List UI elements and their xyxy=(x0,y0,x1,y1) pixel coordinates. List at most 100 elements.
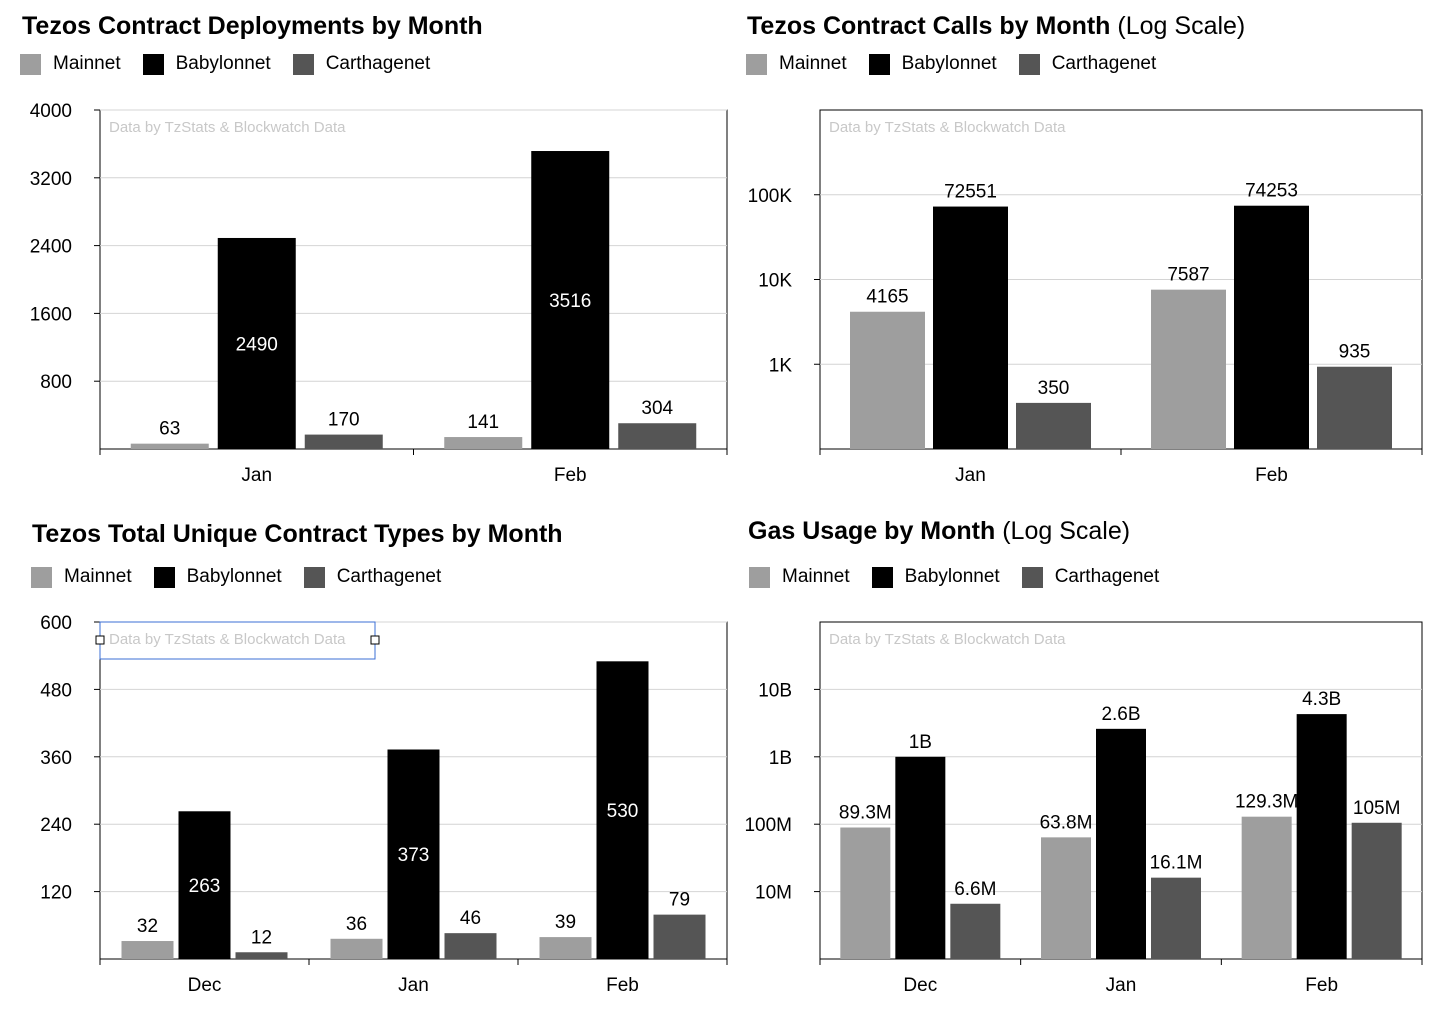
legend-label: Mainnet xyxy=(782,566,850,587)
watermark-text: Data by TzStats & Blockwatch Data xyxy=(109,631,346,648)
chart-subtitle: (Log Scale) xyxy=(1117,12,1246,40)
data-label: 79 xyxy=(669,890,690,911)
bar-carthagenet xyxy=(235,952,288,959)
bar-babylonnet xyxy=(217,237,296,449)
legend-label: Babylonnet xyxy=(904,566,1000,587)
y-tick-label: 2400 xyxy=(30,237,72,258)
chart-legend: Mainnet Babylonnet Carthagenet xyxy=(31,566,441,588)
legend-label: Mainnet xyxy=(53,53,121,74)
watermark-text: Data by TzStats & Blockwatch Data xyxy=(829,631,1066,648)
bar-mainnet xyxy=(121,941,174,959)
legend-item-mainnet: Mainnet xyxy=(31,566,132,588)
data-label: 129.3M xyxy=(1235,792,1298,813)
x-tick-label: Feb xyxy=(554,465,587,486)
y-tick-label: 4000 xyxy=(30,101,72,122)
legend-swatch xyxy=(292,53,314,75)
bar-mainnet xyxy=(1241,816,1292,959)
x-tick-label: Dec xyxy=(188,975,222,996)
bar-babylonnet xyxy=(596,661,649,959)
bar-carthagenet xyxy=(444,933,497,959)
y-tick-label: 240 xyxy=(40,815,72,836)
data-label: 1B xyxy=(909,732,932,753)
bar-babylonnet xyxy=(1096,728,1146,959)
legend-swatch xyxy=(142,53,164,75)
legend-item-carthagenet: Carthagenet xyxy=(1021,566,1160,588)
bar-carthagenet xyxy=(1016,402,1091,449)
x-tick-label: Dec xyxy=(903,975,937,996)
data-label: 530 xyxy=(607,801,639,822)
legend-item-carthagenet: Carthagenet xyxy=(1018,53,1157,75)
legend-swatch xyxy=(31,566,52,588)
legend-swatch xyxy=(1021,566,1043,588)
chart-panel-deployments: Tezos Contract Deployments by Month Main… xyxy=(0,0,728,507)
y-tick-label: 10B xyxy=(758,680,792,701)
x-tick-label: Feb xyxy=(1255,465,1288,486)
chart-title: Tezos Contract Deployments by Month xyxy=(22,12,483,41)
chart-panel-calls: Tezos Contract Calls by Month (Log Scale… xyxy=(728,0,1456,507)
bar-babylonnet xyxy=(1234,205,1309,449)
bar-carthagenet xyxy=(1351,822,1402,959)
y-tick-label: 100K xyxy=(748,186,793,207)
legend-swatch xyxy=(746,53,767,75)
data-label: 4165 xyxy=(866,287,908,308)
legend-swatch xyxy=(303,566,325,588)
bar-babylonnet xyxy=(531,151,610,450)
data-label: 141 xyxy=(467,412,499,433)
legend-label: Carthagenet xyxy=(336,566,442,587)
legend-label: Mainnet xyxy=(779,53,847,74)
data-label: 105M xyxy=(1353,798,1401,819)
data-label: 304 xyxy=(641,398,673,419)
data-label: 263 xyxy=(189,876,221,897)
data-label: 4.3B xyxy=(1302,689,1341,710)
x-tick-label: Jan xyxy=(955,465,986,486)
chart-title-main: Tezos Contract Calls by Month xyxy=(747,12,1111,40)
data-label: 170 xyxy=(328,410,360,431)
bar-mainnet xyxy=(840,827,891,959)
bar-carthagenet xyxy=(1151,877,1201,959)
legend-item-mainnet: Mainnet xyxy=(20,53,121,75)
legend-item-babylonnet: Babylonnet xyxy=(868,53,997,75)
legend-item-mainnet: Mainnet xyxy=(749,566,850,588)
y-tick-label: 120 xyxy=(40,883,72,904)
data-label: 32 xyxy=(137,916,158,937)
data-label: 74253 xyxy=(1245,181,1298,202)
y-tick-label: 1B xyxy=(769,748,792,769)
data-label: 350 xyxy=(1038,378,1070,399)
legend-item-babylonnet: Babylonnet xyxy=(871,566,1000,588)
bar-mainnet xyxy=(1151,289,1226,449)
legend-label: Carthagenet xyxy=(325,53,431,74)
selection-handle-left xyxy=(95,635,105,645)
bar-chart-svg: 800 1600 2400 3200 4000 Data by TzStats & Blo… xyxy=(30,101,728,486)
legend-label: Babylonnet xyxy=(186,566,282,587)
bar-babylonnet xyxy=(178,811,231,959)
bar-babylonnet xyxy=(933,206,1008,449)
chart-subtitle: (Log Scale) xyxy=(1002,517,1131,545)
legend-item-mainnet: Mainnet xyxy=(746,53,847,75)
chart-panel-gas: Gas Usage by Month (Log Scale) Mainnet Ba… xyxy=(728,507,1456,1014)
selection-handle-right xyxy=(370,635,380,645)
data-label: 7587 xyxy=(1167,265,1209,286)
bar-babylonnet xyxy=(1296,714,1347,959)
legend-label: Carthagenet xyxy=(1054,566,1160,587)
data-label: 373 xyxy=(398,845,430,866)
legend-item-carthagenet: Carthagenet xyxy=(303,566,442,588)
chart-title-main: Tezos Total Unique Contract Types by Mon… xyxy=(32,520,563,548)
bar-mainnet xyxy=(444,437,523,449)
bar-mainnet xyxy=(330,938,383,959)
legend-item-carthagenet: Carthagenet xyxy=(292,53,431,75)
y-tick-label: 600 xyxy=(40,613,72,634)
legend-swatch xyxy=(749,566,770,588)
x-tick-label: Jan xyxy=(1106,975,1137,996)
data-label: 16.1M xyxy=(1150,853,1203,874)
y-tick-label: 10M xyxy=(755,883,792,904)
legend-swatch xyxy=(20,53,41,75)
bar-carthagenet xyxy=(950,903,1001,959)
data-label: 6.6M xyxy=(954,879,996,900)
data-label: 72551 xyxy=(944,182,997,203)
legend-label: Carthagenet xyxy=(1051,53,1157,74)
x-tick-label: Feb xyxy=(1305,975,1338,996)
y-tick-label: 800 xyxy=(40,372,72,393)
data-label: 63.8M xyxy=(1040,812,1093,833)
data-label: 89.3M xyxy=(839,803,892,824)
chart-legend: Mainnet Babylonnet Carthagenet xyxy=(746,53,1156,75)
